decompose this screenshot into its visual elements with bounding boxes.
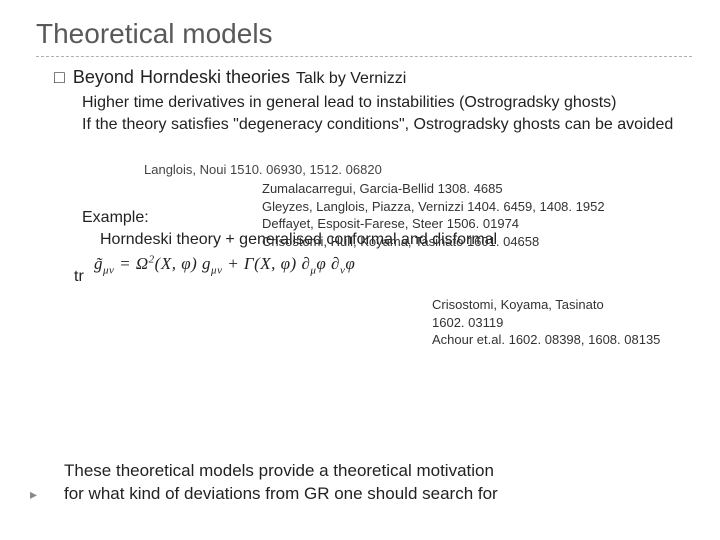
checkbox-icon: □: [54, 67, 65, 88]
reference-block-2: Crisostomi, Koyama, Tasinato 1602. 03119…: [432, 296, 660, 349]
ref-1: Zumalacarregui, Garcia-Bellid 1308. 4685: [262, 180, 605, 198]
body-line-1: Higher time derivatives in general lead …: [82, 92, 692, 114]
formula-wrap: tr g̃μν = Ω2(X, φ) gμν + Γ(X, φ) ∂μφ ∂νφ: [82, 252, 692, 278]
slide-container: Theoretical models □ Beyond Horndeski th…: [0, 0, 720, 540]
bullet-rest: Horndeski theories: [140, 67, 290, 88]
bullet-row: □ Beyond Horndeski theories Talk by Vern…: [54, 67, 692, 88]
body-text: Higher time derivatives in general lead …: [82, 92, 692, 135]
body-line-2: If the theory satisfies "degeneracy cond…: [82, 114, 692, 136]
reference-block-1: Zumalacarregui, Garcia-Bellid 1308. 4685…: [262, 180, 605, 250]
closing-line-1: These theoretical models provide a theor…: [64, 460, 704, 483]
tr-fragment: tr: [74, 266, 84, 288]
closing-line-2: for what kind of deviations from GR one …: [64, 483, 704, 506]
ref-4: Crisostomi, Hull, Koyama, Tasinato 1601.…: [262, 233, 605, 251]
ref2-1: Crisostomi, Koyama, Tasinato: [432, 296, 660, 314]
bullet-lead: Beyond: [73, 67, 134, 88]
ref2-3: Achour et.al. 1602. 08398, 1608. 08135: [432, 331, 660, 349]
ref-3: Deffayet, Esposit-Farese, Steer 1506. 01…: [262, 215, 605, 233]
closing-text: These theoretical models provide a theor…: [64, 460, 704, 506]
overlay-ref-1: Langlois, Noui 1510. 06930, 1512. 06820: [144, 162, 382, 177]
ref2-2: 1602. 03119: [432, 314, 660, 332]
talk-by: Talk by Vernizzi: [296, 70, 406, 88]
formula-text: g̃μν = Ω2(X, φ) gμν + Γ(X, φ) ∂μφ ∂νφ: [94, 254, 355, 273]
arrow-icon: ▸: [30, 486, 37, 503]
title-divider: [36, 56, 692, 57]
slide-title: Theoretical models: [36, 18, 692, 50]
ref-2: Gleyzes, Langlois, Piazza, Vernizzi 1404…: [262, 198, 605, 216]
